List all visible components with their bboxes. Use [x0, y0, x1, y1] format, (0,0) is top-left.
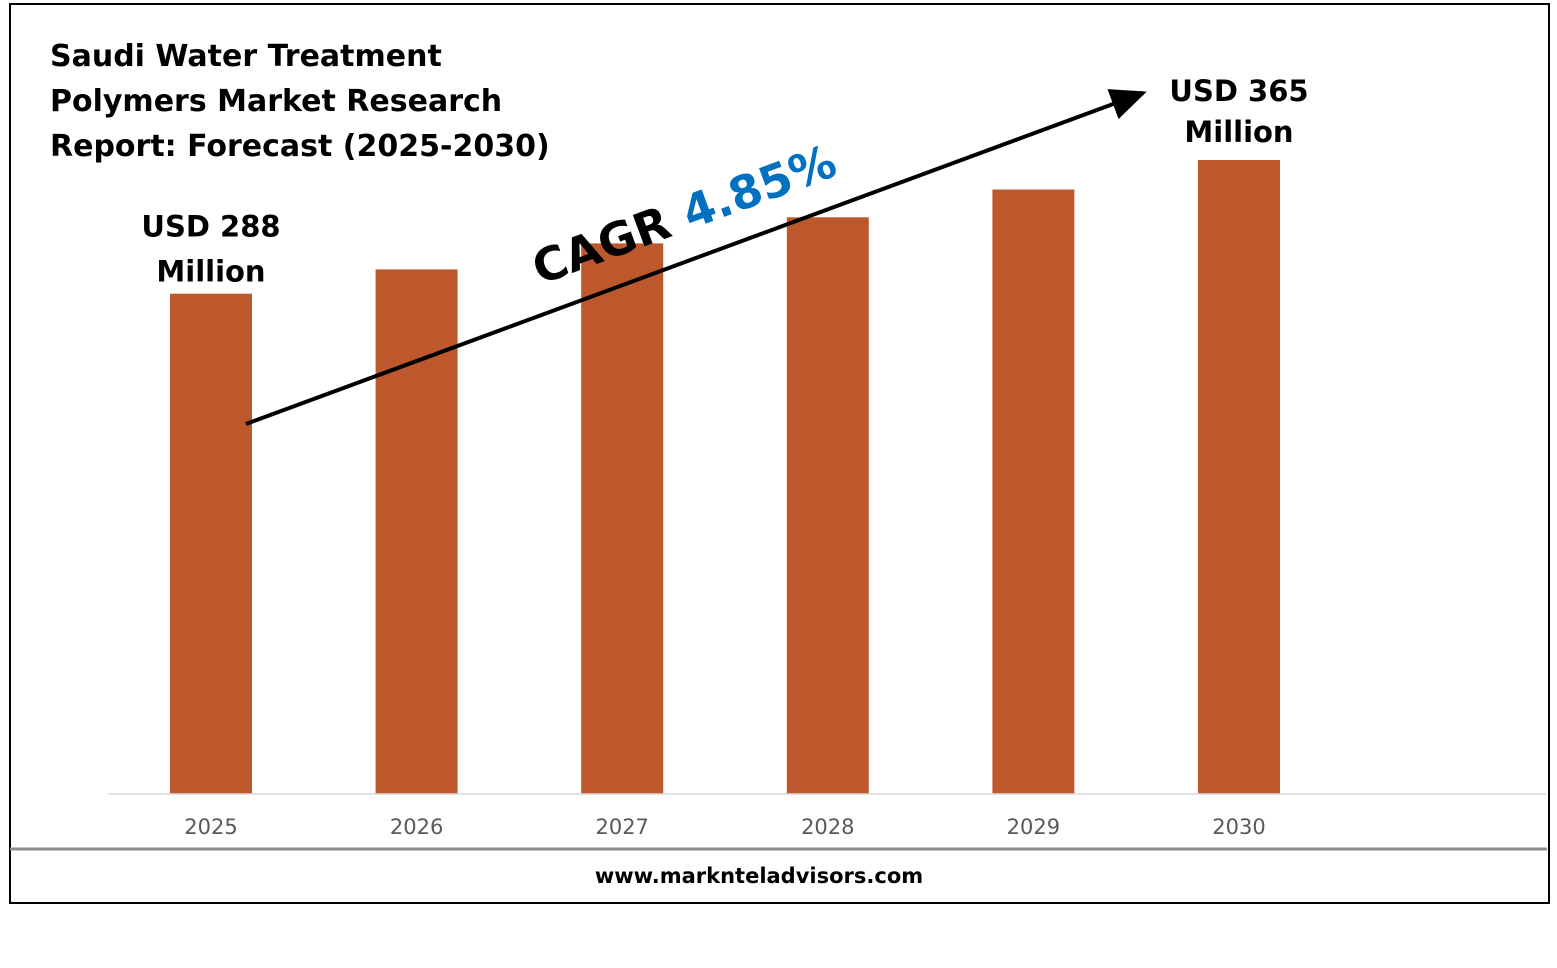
end-value-line-1: USD 365 — [1169, 74, 1308, 108]
bar-2027 — [581, 243, 664, 794]
x-tick-label-2027: 2027 — [595, 815, 648, 839]
end-value-callout: USD 365 Million — [1169, 74, 1308, 149]
bar-series — [170, 160, 1280, 795]
x-tick-label-2028: 2028 — [801, 815, 854, 839]
growth-arrow — [245, 89, 1147, 426]
bar-2028 — [786, 217, 869, 795]
chart-frame — [9, 3, 1550, 904]
x-tick-label-2030: 2030 — [1212, 815, 1265, 839]
chart-title-line-3: Report: Forecast (2025-2030) — [50, 129, 550, 164]
x-tick-label-2026: 2026 — [390, 815, 443, 839]
start-value-line-2: Million — [156, 255, 265, 289]
bar-2025 — [170, 293, 252, 794]
bar-2030 — [1198, 160, 1280, 794]
end-value-line-2: Million — [1184, 115, 1293, 149]
x-tick-label-2025: 2025 — [184, 815, 237, 839]
start-value-callout: USD 288 Million — [141, 210, 280, 289]
start-value-line-1: USD 288 — [141, 210, 280, 244]
chart-title: Saudi Water Treatment Polymers Market Re… — [50, 39, 550, 164]
x-tick-label-2029: 2029 — [1007, 815, 1060, 839]
chart-title-line-2: Polymers Market Research — [50, 84, 502, 119]
bar-2029 — [992, 189, 1075, 794]
x-axis-tick-labels: 2025 2026 2027 2028 2029 2030 — [184, 815, 1265, 839]
footer-url: www.marknteladvisors.com — [595, 864, 923, 888]
bar-2026 — [375, 269, 458, 794]
chart-title-line-1: Saudi Water Treatment — [50, 39, 442, 74]
